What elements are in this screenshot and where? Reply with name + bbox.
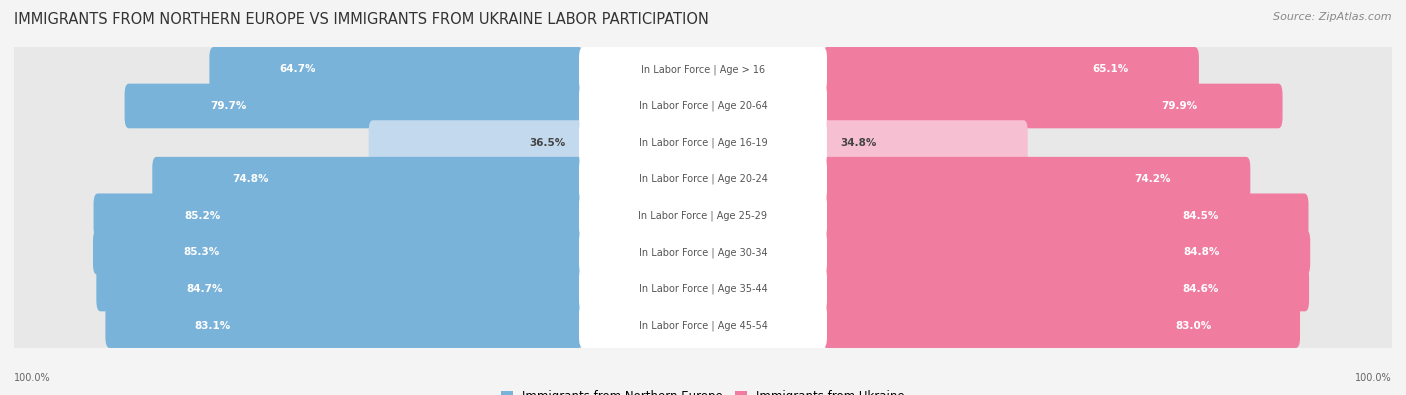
FancyBboxPatch shape [97, 267, 583, 311]
FancyBboxPatch shape [13, 113, 1393, 172]
FancyBboxPatch shape [579, 157, 827, 201]
FancyBboxPatch shape [368, 120, 583, 165]
Text: 36.5%: 36.5% [529, 137, 565, 148]
FancyBboxPatch shape [13, 296, 1393, 355]
FancyBboxPatch shape [823, 157, 1250, 201]
FancyBboxPatch shape [823, 230, 1310, 275]
FancyBboxPatch shape [823, 303, 1301, 348]
Text: In Labor Force | Age 20-24: In Labor Force | Age 20-24 [638, 174, 768, 184]
FancyBboxPatch shape [579, 120, 827, 165]
FancyBboxPatch shape [13, 40, 1393, 99]
Text: In Labor Force | Age 35-44: In Labor Force | Age 35-44 [638, 284, 768, 294]
Text: 84.5%: 84.5% [1182, 211, 1219, 221]
FancyBboxPatch shape [209, 47, 583, 92]
Text: 84.7%: 84.7% [187, 284, 224, 294]
FancyBboxPatch shape [823, 84, 1282, 128]
FancyBboxPatch shape [13, 223, 1393, 282]
Text: 79.7%: 79.7% [209, 101, 246, 111]
Text: In Labor Force | Age 25-29: In Labor Force | Age 25-29 [638, 211, 768, 221]
FancyBboxPatch shape [13, 150, 1393, 209]
FancyBboxPatch shape [823, 194, 1309, 238]
Text: In Labor Force | Age 20-64: In Labor Force | Age 20-64 [638, 101, 768, 111]
Text: 84.6%: 84.6% [1182, 284, 1219, 294]
Text: 83.1%: 83.1% [194, 321, 231, 331]
Text: 79.9%: 79.9% [1161, 101, 1197, 111]
FancyBboxPatch shape [579, 84, 827, 128]
Text: 34.8%: 34.8% [841, 137, 877, 148]
Text: In Labor Force | Age 45-54: In Labor Force | Age 45-54 [638, 320, 768, 331]
FancyBboxPatch shape [579, 194, 827, 238]
Text: 83.0%: 83.0% [1175, 321, 1212, 331]
Text: 85.2%: 85.2% [184, 211, 221, 221]
FancyBboxPatch shape [13, 260, 1393, 319]
Text: 64.7%: 64.7% [280, 64, 316, 74]
Text: 74.2%: 74.2% [1135, 174, 1171, 184]
FancyBboxPatch shape [823, 267, 1309, 311]
FancyBboxPatch shape [13, 186, 1393, 245]
FancyBboxPatch shape [13, 76, 1393, 135]
Text: 84.8%: 84.8% [1184, 247, 1220, 258]
FancyBboxPatch shape [93, 230, 583, 275]
FancyBboxPatch shape [579, 47, 827, 92]
FancyBboxPatch shape [152, 157, 583, 201]
Text: Source: ZipAtlas.com: Source: ZipAtlas.com [1274, 12, 1392, 22]
FancyBboxPatch shape [579, 303, 827, 348]
Text: 100.0%: 100.0% [14, 373, 51, 383]
Text: 85.3%: 85.3% [184, 247, 221, 258]
FancyBboxPatch shape [94, 194, 583, 238]
Text: 65.1%: 65.1% [1092, 64, 1129, 74]
Text: In Labor Force | Age 30-34: In Labor Force | Age 30-34 [638, 247, 768, 258]
Text: In Labor Force | Age > 16: In Labor Force | Age > 16 [641, 64, 765, 75]
FancyBboxPatch shape [823, 120, 1028, 165]
FancyBboxPatch shape [579, 267, 827, 311]
Text: In Labor Force | Age 16-19: In Labor Force | Age 16-19 [638, 137, 768, 148]
FancyBboxPatch shape [125, 84, 583, 128]
Text: IMMIGRANTS FROM NORTHERN EUROPE VS IMMIGRANTS FROM UKRAINE LABOR PARTICIPATION: IMMIGRANTS FROM NORTHERN EUROPE VS IMMIG… [14, 12, 709, 27]
FancyBboxPatch shape [579, 230, 827, 275]
Text: 74.8%: 74.8% [232, 174, 269, 184]
FancyBboxPatch shape [105, 303, 583, 348]
Legend: Immigrants from Northern Europe, Immigrants from Ukraine: Immigrants from Northern Europe, Immigra… [496, 385, 910, 395]
Text: 100.0%: 100.0% [1355, 373, 1392, 383]
FancyBboxPatch shape [823, 47, 1199, 92]
